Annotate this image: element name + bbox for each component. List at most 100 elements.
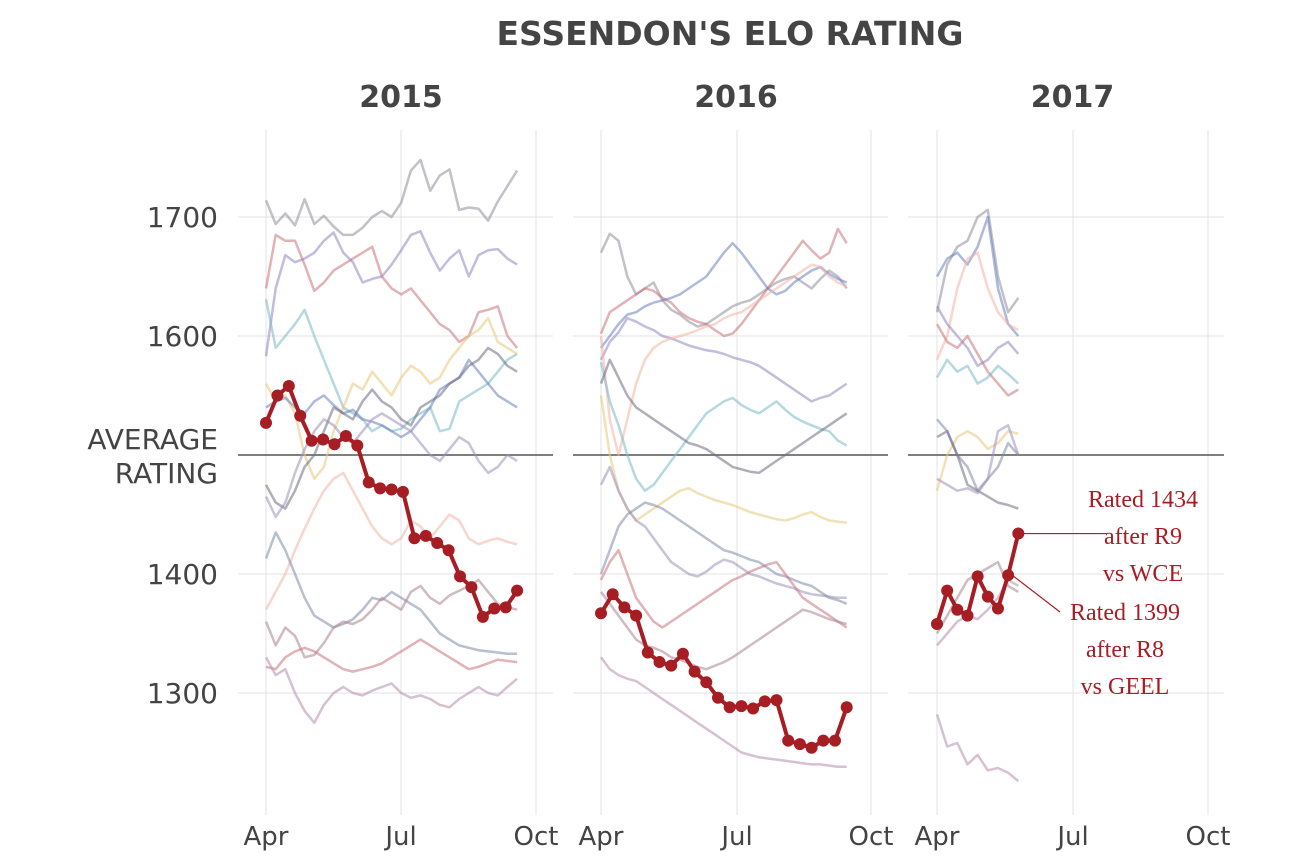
essendon-point: [747, 702, 760, 715]
average-rating-label: AVERAGE: [87, 423, 218, 456]
team-line: [935, 429, 1019, 492]
essendon-point: [676, 647, 689, 660]
essendon-point: [817, 734, 830, 747]
panel-2015: 2015 Apr Jul Oct: [238, 80, 558, 852]
essendon-point: [374, 482, 387, 495]
team-line: [599, 241, 848, 349]
essendon-point: [511, 584, 524, 597]
essendon-point: [1012, 527, 1025, 540]
essendon-point: [931, 617, 943, 630]
annotation-text: after R8: [1086, 637, 1164, 663]
essendon-point: [271, 389, 284, 402]
team-line: [599, 227, 848, 338]
x-tick-label: Jul: [719, 822, 752, 852]
x-tick-label: Jul: [383, 822, 416, 852]
x-tick-label: Apr: [244, 822, 289, 852]
annotation-text: Rated 1399: [1070, 600, 1180, 626]
essendon-point: [362, 476, 375, 489]
team-line: [935, 251, 1019, 361]
essendon-point: [770, 694, 783, 707]
team-line: [935, 215, 1020, 337]
essendon-point: [454, 570, 467, 583]
team-line: [264, 346, 518, 510]
essendon-point: [971, 570, 984, 583]
team-line: [599, 656, 847, 769]
chart-title: ESSENDON'S ELO RATING: [497, 14, 964, 53]
team-line: [599, 501, 848, 605]
team-line: [264, 158, 519, 237]
team-line: [265, 358, 518, 439]
essendon-point: [618, 601, 631, 614]
team-line: [599, 548, 848, 629]
team-line: [264, 230, 518, 357]
x-tick-label: Oct: [1186, 822, 1231, 852]
essendon-point: [465, 581, 478, 594]
essendon-point: [260, 416, 272, 429]
essendon-point: [793, 738, 806, 751]
team-line: [264, 233, 519, 349]
panel-2017: 2017 Apr Jul Oct Rated 1434 after R9 vs WCE Rat…: [908, 80, 1230, 852]
essendon-point: [606, 588, 619, 601]
x-tick-label: Oct: [514, 822, 559, 852]
team-line: [935, 714, 1020, 783]
team-line: [264, 578, 518, 659]
essendon-point: [735, 700, 748, 713]
essendon-point: [294, 409, 307, 422]
essendon-point: [488, 602, 501, 615]
team-line: [935, 323, 1019, 397]
essendon-point: [700, 676, 713, 689]
team-line: [935, 358, 1020, 385]
x-tick-label: Oct: [849, 822, 894, 852]
team-line: [599, 361, 848, 492]
y-tick-label: 1600: [147, 320, 218, 353]
team-line: [599, 263, 848, 457]
average-rating-label: RATING: [115, 457, 218, 490]
team-line: [599, 465, 847, 600]
annotation-text: Rated 1434: [1088, 487, 1198, 513]
essendon-point: [305, 434, 318, 447]
essendon-point: [396, 485, 409, 498]
team-line: [599, 591, 848, 671]
panel-title: 2016: [694, 80, 778, 115]
y-tick-label: 1700: [147, 201, 218, 234]
essendon-point: [951, 603, 964, 616]
annotation-text: vs GEEL: [1081, 674, 1170, 700]
essendon-point: [408, 532, 421, 545]
essendon-point: [595, 607, 607, 620]
team-line: [599, 316, 848, 403]
essendon-point: [723, 701, 736, 714]
essendon-point: [653, 656, 666, 669]
essendon-point: [442, 544, 455, 557]
essendon-point: [961, 609, 974, 622]
y-tick-label: 1300: [147, 677, 218, 710]
annotation-leader: [1011, 574, 1061, 613]
essendon-point: [805, 741, 818, 754]
x-tick-label: Apr: [579, 822, 624, 852]
essendon-point: [351, 439, 364, 452]
essendon-point: [385, 483, 398, 496]
annotation-text: after R9: [1104, 524, 1182, 550]
essendon-point: [630, 609, 643, 622]
team-line: [265, 638, 518, 673]
team-line: [936, 424, 1020, 495]
essendon-point: [758, 695, 771, 708]
team-line: [599, 358, 848, 475]
essendon-point: [829, 734, 841, 747]
essendon-point: [782, 734, 795, 747]
essendon-point: [665, 659, 678, 672]
essendon-point: [991, 602, 1004, 615]
x-tick-label: Apr: [915, 822, 960, 852]
panel-title: 2015: [359, 80, 443, 115]
essendon-point: [431, 537, 444, 550]
essendon-point: [328, 438, 341, 451]
essendon-point: [981, 590, 994, 603]
team-line: [264, 656, 518, 725]
essendon-point: [1002, 569, 1015, 582]
essendon-point: [840, 701, 853, 714]
essendon-point: [282, 379, 295, 392]
essendon-line: [599, 592, 849, 750]
essendon-point: [499, 601, 512, 614]
x-tick-label: Jul: [1055, 822, 1088, 852]
